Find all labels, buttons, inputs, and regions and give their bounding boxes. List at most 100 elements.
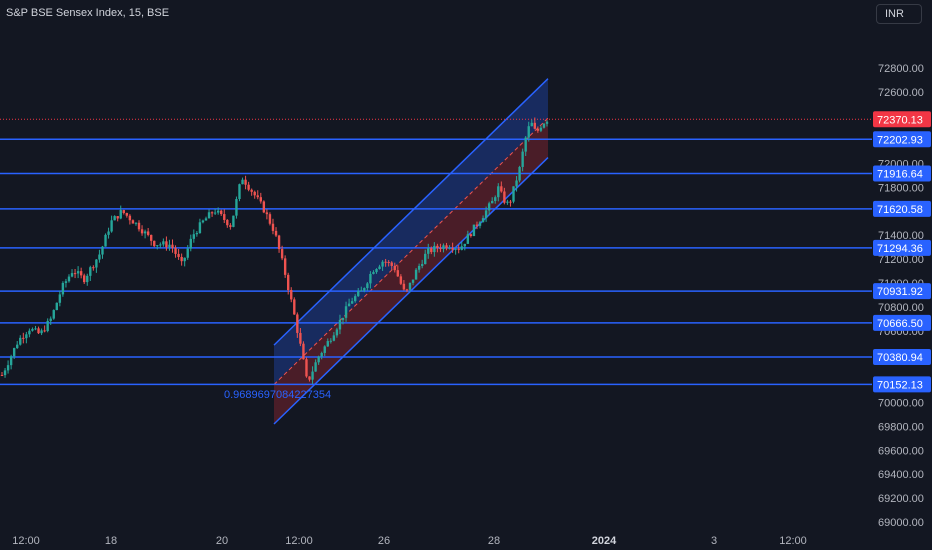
candle-body: [204, 218, 208, 221]
level-label-bg: [873, 131, 931, 148]
candle-body: [174, 247, 177, 254]
candle-body: [424, 253, 427, 265]
candle-body: [472, 224, 476, 237]
channel-upper-band: [274, 78, 548, 385]
candle-body: [92, 267, 95, 269]
candle-body: [101, 246, 104, 255]
candle-body: [439, 248, 442, 250]
x-tick-label: 2024: [592, 535, 617, 547]
candle-body: [149, 234, 153, 241]
candle-body: [76, 271, 80, 274]
candle-body: [396, 270, 400, 277]
level-label: 70380.94: [877, 352, 923, 364]
candle-body: [527, 126, 530, 138]
candle-body: [201, 220, 205, 223]
candle-body: [369, 273, 372, 284]
candle-body: [98, 254, 101, 260]
candle-body: [55, 302, 59, 311]
candle-body: [110, 220, 113, 232]
candle-body: [299, 332, 302, 344]
level-label-bg: [873, 314, 931, 331]
x-tick-label: 18: [105, 535, 117, 547]
candle-body: [46, 320, 49, 332]
candle-body: [542, 123, 546, 128]
candle-body: [49, 318, 52, 321]
candle-body: [296, 314, 299, 333]
candle-body: [189, 238, 192, 249]
candle-body: [165, 241, 168, 248]
y-tick-label: 72600.00: [878, 87, 924, 99]
candle-body: [457, 248, 460, 250]
candle-body: [268, 214, 272, 224]
candle-body: [0, 375, 4, 377]
candle-body: [70, 273, 74, 277]
candle-body: [213, 212, 217, 214]
candle-body: [192, 234, 196, 239]
y-tick-label: 71800.00: [878, 182, 924, 194]
candle-body: [427, 248, 430, 254]
candle-body: [311, 371, 314, 380]
horizontal-levels: [0, 118, 872, 386]
candle-body: [381, 261, 384, 267]
candle-body: [293, 299, 296, 315]
level-label-bg: [873, 239, 931, 256]
candle-body: [314, 362, 317, 372]
candle-body: [146, 231, 150, 235]
candle-body: [512, 186, 515, 202]
candle-body: [25, 334, 28, 339]
channel-upper-line: [273, 78, 549, 346]
candle-body: [52, 310, 55, 319]
level-label: 72202.93: [877, 134, 923, 146]
candle-body: [405, 289, 409, 291]
candle-body: [344, 306, 348, 318]
candle-body: [451, 247, 454, 250]
candle-body: [19, 337, 22, 345]
candle-body: [460, 246, 463, 250]
x-tick-label: 28: [488, 535, 500, 547]
x-tick-label: 12:00: [12, 535, 40, 547]
candle-body: [326, 341, 329, 347]
candle-body: [210, 212, 214, 214]
candle-body: [186, 248, 189, 258]
candle-body: [411, 279, 415, 283]
candle-body: [390, 262, 393, 266]
candle-body: [360, 290, 363, 292]
currency-selector[interactable]: INR: [876, 4, 922, 24]
level-label-bg: [873, 283, 931, 300]
candle-body: [183, 257, 186, 262]
candle-body: [265, 212, 269, 215]
candle-body: [353, 296, 357, 302]
candle-body: [417, 265, 421, 270]
candle-body: [86, 275, 89, 283]
candle-body: [262, 201, 266, 213]
y-tick-label: 71400.00: [878, 230, 924, 242]
y-tick-label: 69600.00: [878, 445, 924, 457]
candle-body: [95, 259, 98, 268]
candle-body: [159, 244, 162, 246]
candle-body: [372, 272, 375, 274]
candle-body: [430, 248, 433, 253]
candle-body: [162, 241, 165, 245]
candle-body: [545, 121, 549, 124]
candle-body: [128, 215, 132, 221]
candle-body: [131, 220, 135, 224]
candle-body: [223, 214, 226, 220]
candle-body: [168, 244, 171, 248]
channel-lower-band: [274, 118, 548, 425]
candle-body: [31, 328, 34, 331]
candle-body: [229, 225, 232, 227]
candle-body: [536, 128, 540, 131]
candle-body: [497, 186, 500, 198]
candle-body: [22, 337, 25, 339]
candle-body: [9, 356, 13, 366]
level-label: 71294.36: [877, 243, 923, 255]
level-label-bg: [873, 165, 931, 182]
level-labels: 72202.93 71916.64 71620.58 71294.36 70931.92…: [873, 111, 931, 393]
candle-body: [481, 218, 485, 223]
candle-body: [357, 291, 360, 297]
candle-body: [469, 234, 473, 237]
candle-body: [198, 222, 202, 234]
candle-body: [28, 330, 31, 335]
y-tick-label: 69000.00: [878, 517, 924, 529]
